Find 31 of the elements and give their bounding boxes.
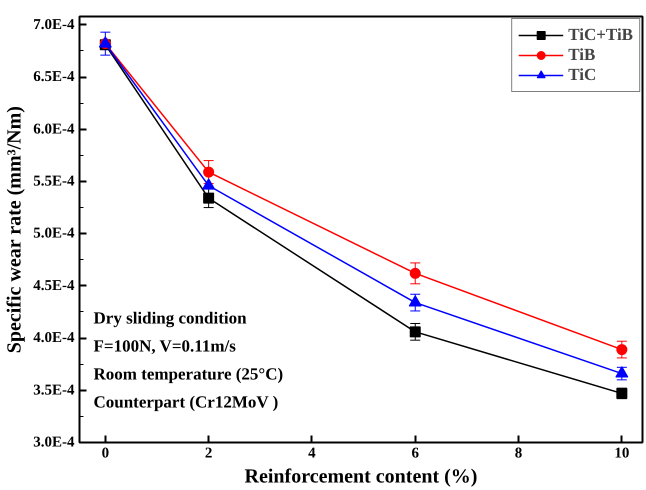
annotation: Dry sliding condition bbox=[94, 308, 248, 328]
point bbox=[615, 366, 628, 378]
x-tick-label: 0 bbox=[102, 446, 110, 462]
point bbox=[408, 295, 422, 307]
y-tick-label: 3.0E-4 bbox=[33, 434, 75, 450]
legend-label: TiC bbox=[568, 65, 596, 85]
y-tick-label: 5.0E-4 bbox=[33, 226, 75, 242]
x-tick-label: 4 bbox=[308, 446, 316, 462]
y-tick-label: 6.5E-4 bbox=[33, 69, 75, 86]
y-tick-label: 6.0E-4 bbox=[33, 121, 75, 138]
annotation: Room temperature (25°C) bbox=[94, 364, 284, 384]
annotation: F=100N, V=0.11m/s bbox=[94, 336, 236, 356]
y-tick-label: 7.0E-4 bbox=[33, 16, 75, 33]
point bbox=[203, 166, 214, 178]
point bbox=[410, 268, 421, 279]
point bbox=[616, 344, 628, 356]
x-axis-title: Reinforcement content (%) bbox=[244, 466, 478, 488]
y-tick-label: 4.0E-4 bbox=[33, 330, 75, 346]
point bbox=[203, 192, 214, 204]
x-tick-label: 2 bbox=[204, 446, 212, 462]
y-tick-label: 3.5E-4 bbox=[33, 382, 75, 398]
y-tick-label: 4.5E-4 bbox=[33, 278, 75, 294]
legend-label: TiB bbox=[568, 45, 596, 65]
annotation: Counterpart (Cr12MoV ) bbox=[94, 392, 278, 412]
x-tick-label: 8 bbox=[514, 446, 522, 462]
x-tick-label: 6 bbox=[411, 446, 420, 462]
x-tick-label: 10 bbox=[614, 446, 630, 462]
legend-label: TiC+TiB bbox=[568, 25, 633, 45]
point bbox=[410, 326, 421, 338]
y-tick-label: 5.5E-4 bbox=[33, 173, 75, 190]
y-axis-title: Specific wear rate (mm³/Nm) bbox=[3, 106, 26, 354]
